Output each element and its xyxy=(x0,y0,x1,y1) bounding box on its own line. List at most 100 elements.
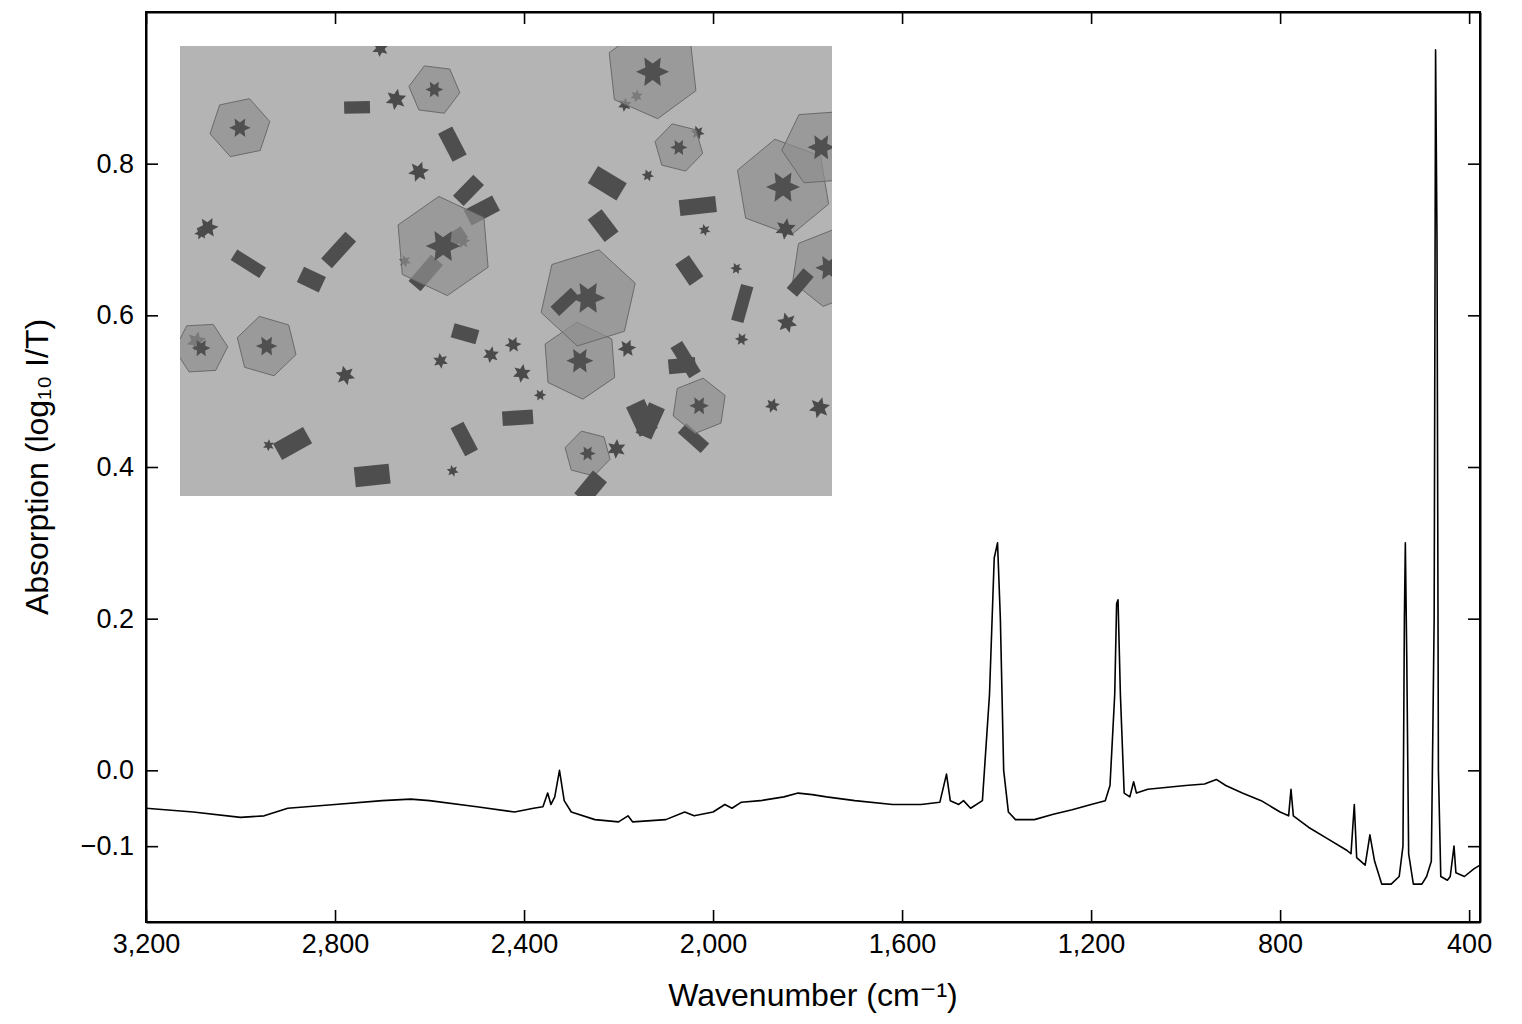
tick-mark xyxy=(1091,910,1093,922)
inset-star xyxy=(807,135,832,159)
inset-background xyxy=(180,46,832,496)
tick-label: 0.4 xyxy=(96,452,134,482)
inset-plate xyxy=(782,112,832,183)
chart: 3,2002,8002,4002,0001,6001,200800400−0.1… xyxy=(0,0,1522,1024)
inset-star xyxy=(534,390,546,401)
tick: 0.2 xyxy=(96,604,158,634)
inset-plate xyxy=(180,324,228,372)
inset-star xyxy=(483,346,499,363)
inset-column xyxy=(344,101,370,114)
inset-star xyxy=(636,57,669,86)
tick-mark xyxy=(1468,618,1480,620)
tick-mark xyxy=(146,467,158,469)
tick: 1,200 xyxy=(1058,910,1126,959)
inset-column xyxy=(787,268,814,296)
tick-mark xyxy=(1468,315,1480,317)
inset-star xyxy=(513,364,531,383)
tick-mark xyxy=(1468,770,1480,772)
tick-mark xyxy=(1468,163,1480,165)
tick-mark xyxy=(335,910,337,922)
plot-area xyxy=(146,50,1480,884)
inset-star xyxy=(229,118,250,136)
inset-star xyxy=(670,140,687,155)
inset-star xyxy=(447,465,459,477)
tick-mark xyxy=(335,12,337,24)
inset-plate xyxy=(409,66,460,113)
tick xyxy=(1468,619,1480,620)
tick-label: 2,400 xyxy=(491,929,559,959)
inset-star xyxy=(408,162,429,182)
tick: 0.4 xyxy=(96,452,158,482)
inset-column xyxy=(502,409,534,426)
inset-column xyxy=(679,196,717,216)
tick: 0.8 xyxy=(96,149,158,179)
tick xyxy=(1091,12,1092,24)
tick-mark xyxy=(1469,12,1471,24)
tick-mark xyxy=(1468,467,1480,469)
tick-label: −0.1 xyxy=(81,831,134,861)
inset-plate xyxy=(237,316,296,375)
tick: 0.6 xyxy=(96,300,158,330)
inset-column xyxy=(574,471,607,496)
inset-column xyxy=(451,323,480,344)
tick-mark xyxy=(146,618,158,620)
inset-column xyxy=(321,232,356,268)
tick xyxy=(524,12,525,24)
spectrum-line xyxy=(146,50,1480,884)
inset-column xyxy=(675,255,703,285)
tick-label: 3,200 xyxy=(113,929,181,959)
tick: 2,800 xyxy=(302,910,370,959)
inset-star xyxy=(426,231,461,261)
inset-column xyxy=(588,166,627,200)
tick-label: 1,600 xyxy=(869,929,937,959)
inset-star xyxy=(608,439,626,459)
tick-mark xyxy=(146,846,158,848)
inset-star xyxy=(815,256,832,280)
inset-star xyxy=(730,263,742,274)
inset-plate xyxy=(609,46,696,119)
inset-column xyxy=(354,464,391,487)
tick xyxy=(713,12,714,24)
y-axis-title: Absorption (log₁₀ I/T) xyxy=(19,319,55,615)
tick xyxy=(1468,164,1480,165)
inset-column xyxy=(273,427,312,460)
tick xyxy=(902,12,903,24)
inset-star xyxy=(505,337,522,352)
tick-label: 1,200 xyxy=(1058,929,1126,959)
tick-mark xyxy=(146,770,158,772)
inset-star xyxy=(194,227,208,240)
inset-star xyxy=(566,349,593,372)
tick: 2,000 xyxy=(680,910,748,959)
inset-star xyxy=(618,340,636,357)
inset-star xyxy=(372,46,388,57)
inset-column xyxy=(453,175,484,206)
tick-mark xyxy=(1468,846,1480,848)
tick-mark xyxy=(524,12,526,24)
tick-label: 0.2 xyxy=(96,604,134,634)
inset-plate xyxy=(673,378,725,433)
inset-star xyxy=(765,398,780,412)
inset-plate xyxy=(210,99,270,157)
tick xyxy=(1468,846,1480,847)
tick-mark xyxy=(902,910,904,922)
y-axis: −0.1 0.0 0.2 0.4 0.6 0.8 xyxy=(81,13,158,923)
inset-star xyxy=(580,447,596,461)
tick: 1,600 xyxy=(869,910,937,959)
inset-star xyxy=(386,89,406,110)
tick-label: 400 xyxy=(1447,929,1492,959)
tick-mark xyxy=(713,12,715,24)
plot-frame xyxy=(146,12,1480,922)
inset-plate xyxy=(398,196,488,295)
inset-star xyxy=(425,82,443,98)
tick: 2,400 xyxy=(491,910,559,959)
y-axis-right xyxy=(1468,13,1481,923)
tick: −0.1 xyxy=(81,831,158,861)
tick xyxy=(335,12,336,24)
inset-star xyxy=(192,340,211,356)
tick-label: 0.0 xyxy=(96,755,134,785)
inset-star xyxy=(263,439,274,451)
inset-plate xyxy=(565,431,610,476)
inset-column xyxy=(636,402,665,439)
inset-star xyxy=(699,224,711,236)
tick-label: 0.8 xyxy=(96,149,134,179)
